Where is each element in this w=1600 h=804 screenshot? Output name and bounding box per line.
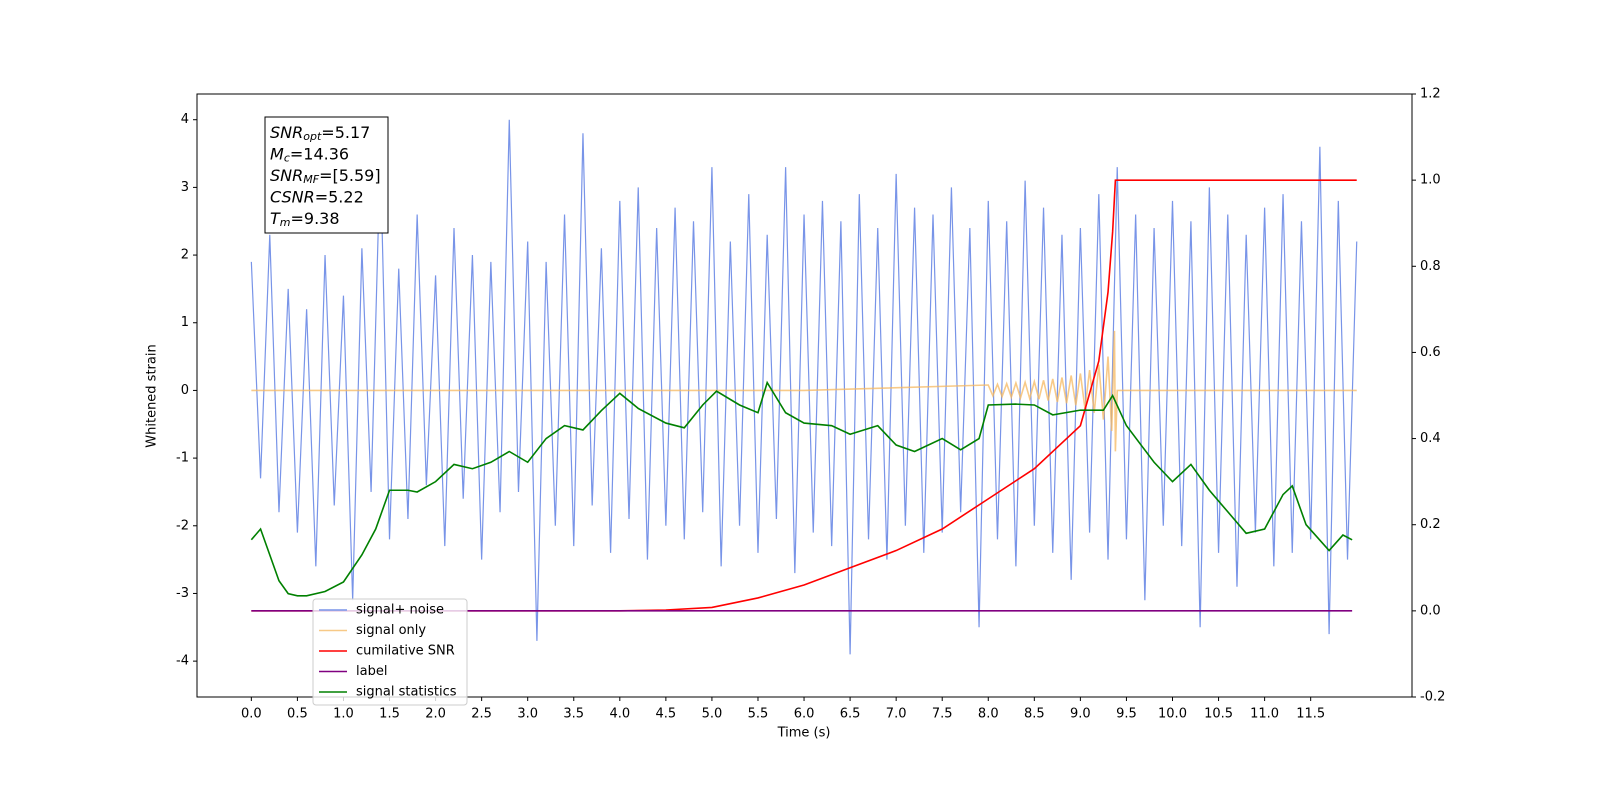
annotation: CSNR=5.22 [270, 187, 364, 206]
legend-label: signal+ noise [356, 603, 444, 618]
x-tick-label: 7.0 [886, 707, 907, 722]
x-tick-label: 1.0 [333, 707, 354, 722]
series-line [250, 119, 1358, 655]
y-tick-label: 1 [181, 315, 189, 330]
x-tick-label: 9.0 [1070, 707, 1091, 722]
annotation: SNRMF=[5.59] [270, 166, 381, 187]
legend-label: signal only [356, 623, 426, 638]
y2-tick-label: 0.4 [1420, 431, 1441, 446]
annotation-subscript: m [280, 216, 291, 229]
series-line [251, 179, 1357, 612]
y2-tick-label: 1.2 [1420, 87, 1441, 102]
x-tick-label: 10.5 [1204, 707, 1233, 722]
legend-label: cumilative SNR [356, 644, 455, 659]
x-tick-label: 8.0 [978, 707, 999, 722]
x-tick-label: 7.5 [932, 707, 953, 722]
annotation-symbol: M [270, 144, 284, 163]
y2-tick-label: 0.0 [1420, 603, 1441, 618]
x-tick-label: 2.5 [471, 707, 492, 722]
y-tick-label: 3 [181, 180, 189, 195]
x-tick-label: 1.5 [379, 707, 400, 722]
x-tick-label: 5.0 [702, 707, 723, 722]
series-line [251, 330, 1357, 452]
x-tick-label: 11.5 [1296, 707, 1325, 722]
annotation-box [264, 116, 389, 234]
annotation-symbol: SNR [270, 123, 303, 142]
y2-tick-label: -0.2 [1420, 690, 1445, 705]
annotation-value: =5.17 [321, 123, 370, 142]
y2-tick-label: 0.2 [1420, 517, 1441, 532]
x-tick-label: 3.0 [517, 707, 538, 722]
y-axis-label: Whitened strain [145, 344, 160, 447]
y-tick-label: -3 [176, 586, 189, 601]
x-tick-label: 0.5 [287, 707, 308, 722]
x-tick-label: 2.0 [425, 707, 446, 722]
x-tick-label: 5.5 [748, 707, 769, 722]
y2-tick-label: 0.6 [1420, 345, 1441, 360]
y2-tick-label: 0.8 [1420, 259, 1441, 274]
annotation-value: =14.36 [290, 144, 349, 163]
x-tick-label: 4.5 [656, 707, 677, 722]
x-tick-label: 0.0 [241, 707, 262, 722]
legend-box [312, 598, 468, 706]
series-line [250, 380, 1353, 597]
annotation: SNRopt=5.17 [270, 123, 370, 144]
plot-area [250, 119, 1358, 655]
x-tick-label: 11.0 [1250, 707, 1279, 722]
x-axis-label: Time (s) [777, 726, 831, 741]
x-tick-label: 9.5 [1116, 707, 1137, 722]
y-tick-label: 0 [181, 383, 189, 398]
x-tick-label: 4.0 [609, 707, 630, 722]
annotation-value: =[5.59] [319, 166, 381, 185]
x-tick-label: 6.0 [794, 707, 815, 722]
annotation-symbol: CSNR [270, 187, 315, 206]
legend-label: label [356, 664, 387, 679]
x-tick-label: 6.5 [840, 707, 861, 722]
y-tick-label: 4 [181, 112, 189, 127]
legend-label: signal statistics [356, 685, 457, 700]
annotation-symbol: T [270, 209, 281, 228]
x-tick-label: 10.0 [1158, 707, 1187, 722]
y2-tick-label: 1.0 [1420, 173, 1441, 188]
annotation: Tm=9.38 [270, 209, 340, 230]
annotation-subscript: MF [303, 173, 319, 186]
annotation-value: =9.38 [291, 209, 340, 228]
y-tick-label: -4 [176, 654, 189, 669]
annotation-subscript: c [284, 152, 290, 165]
annotation-symbol: SNR [270, 166, 303, 185]
y-tick-label: 2 [181, 248, 189, 263]
y-tick-label: -1 [176, 451, 189, 466]
annotation-subscript: opt [303, 130, 322, 143]
x-tick-label: 8.5 [1024, 707, 1045, 722]
x-tick-label: 3.5 [563, 707, 584, 722]
y-tick-label: -2 [176, 518, 189, 533]
annotation-value: =5.22 [315, 187, 364, 206]
annotation: Mc=14.36 [270, 144, 349, 165]
